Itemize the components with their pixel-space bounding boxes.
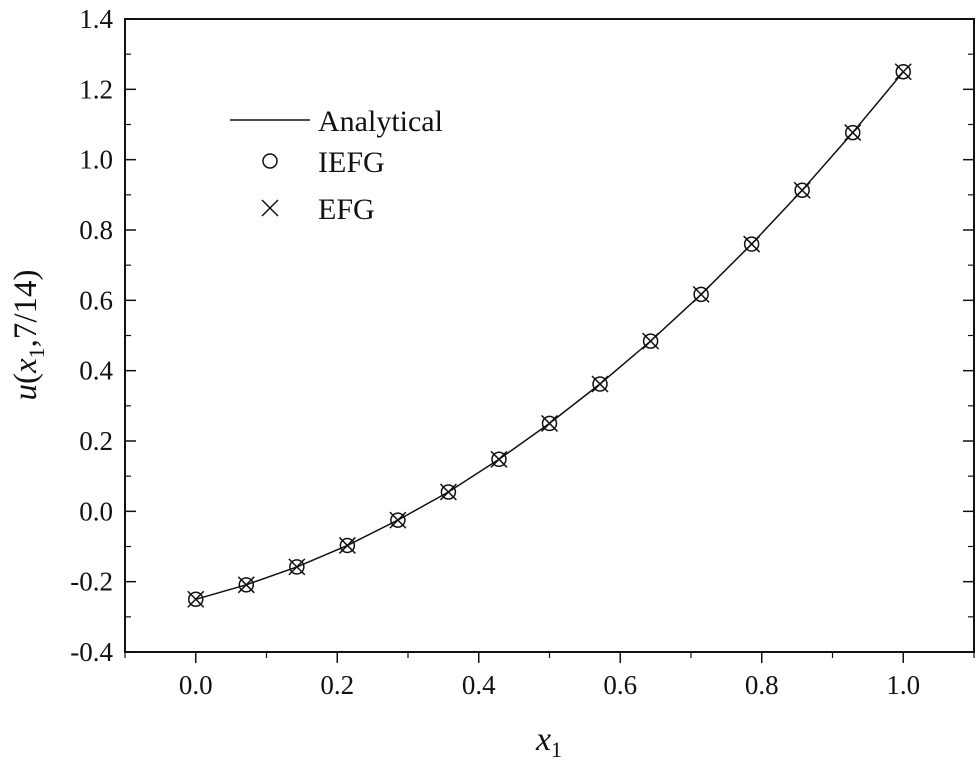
efg-point xyxy=(187,590,205,608)
iefg-point xyxy=(895,64,911,80)
iefg-point xyxy=(339,537,356,554)
iefg-point xyxy=(440,484,457,500)
iefg-point xyxy=(743,236,760,252)
efg-point xyxy=(844,124,862,142)
minor-ticks xyxy=(124,53,975,658)
x-tick-label: 0.2 xyxy=(320,670,354,700)
y-tick-label: 1.4 xyxy=(79,4,113,34)
iefg-point xyxy=(592,376,608,392)
y-tick-label: 1.0 xyxy=(79,145,113,175)
x-tick-label: 1.0 xyxy=(886,670,920,700)
x-tick-label: 0.8 xyxy=(745,670,779,700)
x-axis-title: x1 xyxy=(535,721,562,762)
legend-label-iefg: IEFG xyxy=(318,146,385,179)
y-tick-label: 0.8 xyxy=(79,215,113,245)
x-tick-label: 0.6 xyxy=(603,670,637,700)
efg-point xyxy=(237,576,255,594)
iefg-point xyxy=(693,286,709,303)
series-layer xyxy=(187,63,912,608)
legend-marker-efg xyxy=(261,199,279,217)
legend-label-efg: EFG xyxy=(318,193,375,226)
iefg-point xyxy=(390,512,406,528)
iefg-point xyxy=(541,415,558,432)
legend-label-analytical: Analytical xyxy=(318,105,443,138)
efg-point xyxy=(490,450,508,468)
efg-point xyxy=(540,414,559,432)
efg-point xyxy=(439,483,457,501)
x-tick-label: 0.0 xyxy=(179,670,213,700)
efg-point xyxy=(288,558,306,576)
y-tick-label: -0.2 xyxy=(70,567,113,597)
efg-point xyxy=(692,285,710,303)
iefg-point xyxy=(794,182,810,199)
y-tick-label: 0.2 xyxy=(79,426,113,456)
iefg-point xyxy=(844,124,861,141)
y-axis-title: u(x1,7/14) xyxy=(8,269,49,400)
y-tick-labels: -0.4 -0.2 0.0 0.2 0.4 0.6 0.8 1.0 1.2 1.4 xyxy=(70,4,113,667)
y-tick-label: -0.4 xyxy=(70,637,113,667)
y-tick-label: 1.2 xyxy=(79,74,113,104)
iefg-point xyxy=(238,577,255,593)
efg-point xyxy=(894,63,912,81)
iefg-point xyxy=(289,559,305,575)
efg-point xyxy=(338,536,356,554)
x-tick-label: 0.4 xyxy=(462,670,496,700)
legend-marker-iefg xyxy=(262,153,278,169)
iefg-point xyxy=(188,591,204,607)
plot-frame xyxy=(124,18,975,653)
efg-point xyxy=(743,235,761,253)
efg-point xyxy=(591,375,609,393)
iefg-point xyxy=(491,451,507,468)
efg-point xyxy=(793,181,811,199)
y-tick-label: 0.4 xyxy=(79,356,113,386)
y-tick-label: 0.6 xyxy=(79,285,113,315)
major-ticks xyxy=(125,18,974,663)
iefg-point xyxy=(642,333,659,349)
efg-point xyxy=(642,332,660,350)
legend: Analytical IEFG EFG xyxy=(230,105,443,226)
efg-point xyxy=(389,511,407,529)
y-tick-label: 0.0 xyxy=(79,496,113,526)
series-line-analytical xyxy=(195,71,904,601)
x-tick-labels: 0.0 0.2 0.4 0.6 0.8 1.0 xyxy=(179,670,920,700)
